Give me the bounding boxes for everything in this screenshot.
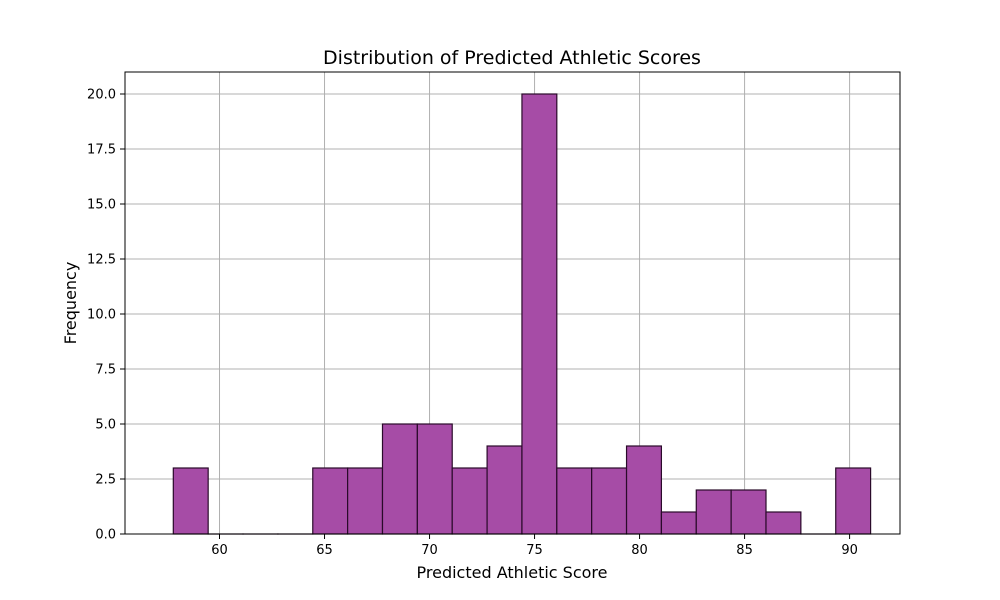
bars	[172, 93, 872, 535]
histogram-bar	[765, 511, 802, 535]
histogram-bar	[591, 467, 628, 535]
histogram-bar	[625, 445, 663, 535]
histogram-bar	[451, 467, 488, 535]
histogram-bar	[660, 511, 697, 535]
histogram-bar	[347, 467, 384, 535]
y-tick-label: 5.0	[95, 418, 116, 433]
y-tick-label: 10.0	[87, 308, 116, 323]
histogram-bar	[835, 467, 872, 535]
histogram-bar	[172, 467, 209, 535]
x-tick-label: 90	[841, 543, 858, 558]
x-tick-label: 80	[631, 543, 648, 558]
histogram-bar	[695, 489, 732, 535]
histogram-bar	[521, 93, 558, 535]
chart-title: Distribution of Predicted Athletic Score…	[323, 47, 701, 69]
x-tick-label: 85	[736, 543, 753, 558]
histogram-bar	[381, 423, 418, 535]
y-tick-label: 2.5	[95, 473, 116, 488]
y-axis-title: Frequency	[61, 262, 80, 345]
histogram-bar	[730, 489, 767, 535]
histogram-bar	[416, 423, 453, 535]
x-axis-ticks: 60 65 70 75 80 85 90	[211, 534, 858, 558]
y-tick-label: 15.0	[87, 198, 116, 213]
y-tick-label: 0.0	[95, 528, 116, 543]
histogram-bar	[556, 467, 593, 535]
x-axis-title: Predicted Athletic Score	[417, 563, 608, 582]
y-tick-label: 7.5	[95, 363, 116, 378]
y-tick-label: 20.0	[87, 88, 116, 103]
x-tick-label: 75	[526, 543, 543, 558]
x-tick-label: 65	[316, 543, 333, 558]
grid-lines	[125, 72, 900, 535]
x-tick-label: 70	[421, 543, 438, 558]
histogram-bar	[312, 467, 349, 535]
y-tick-label: 17.5	[87, 143, 116, 158]
histogram-bar	[486, 445, 523, 535]
x-tick-label: 60	[211, 543, 228, 558]
y-tick-label: 12.5	[87, 253, 116, 268]
y-axis-ticks: 0.0 2.5 5.0 7.5 10.0 12.5 15.0 17.5 20.0	[87, 88, 125, 543]
plot-frame	[124, 71, 901, 535]
